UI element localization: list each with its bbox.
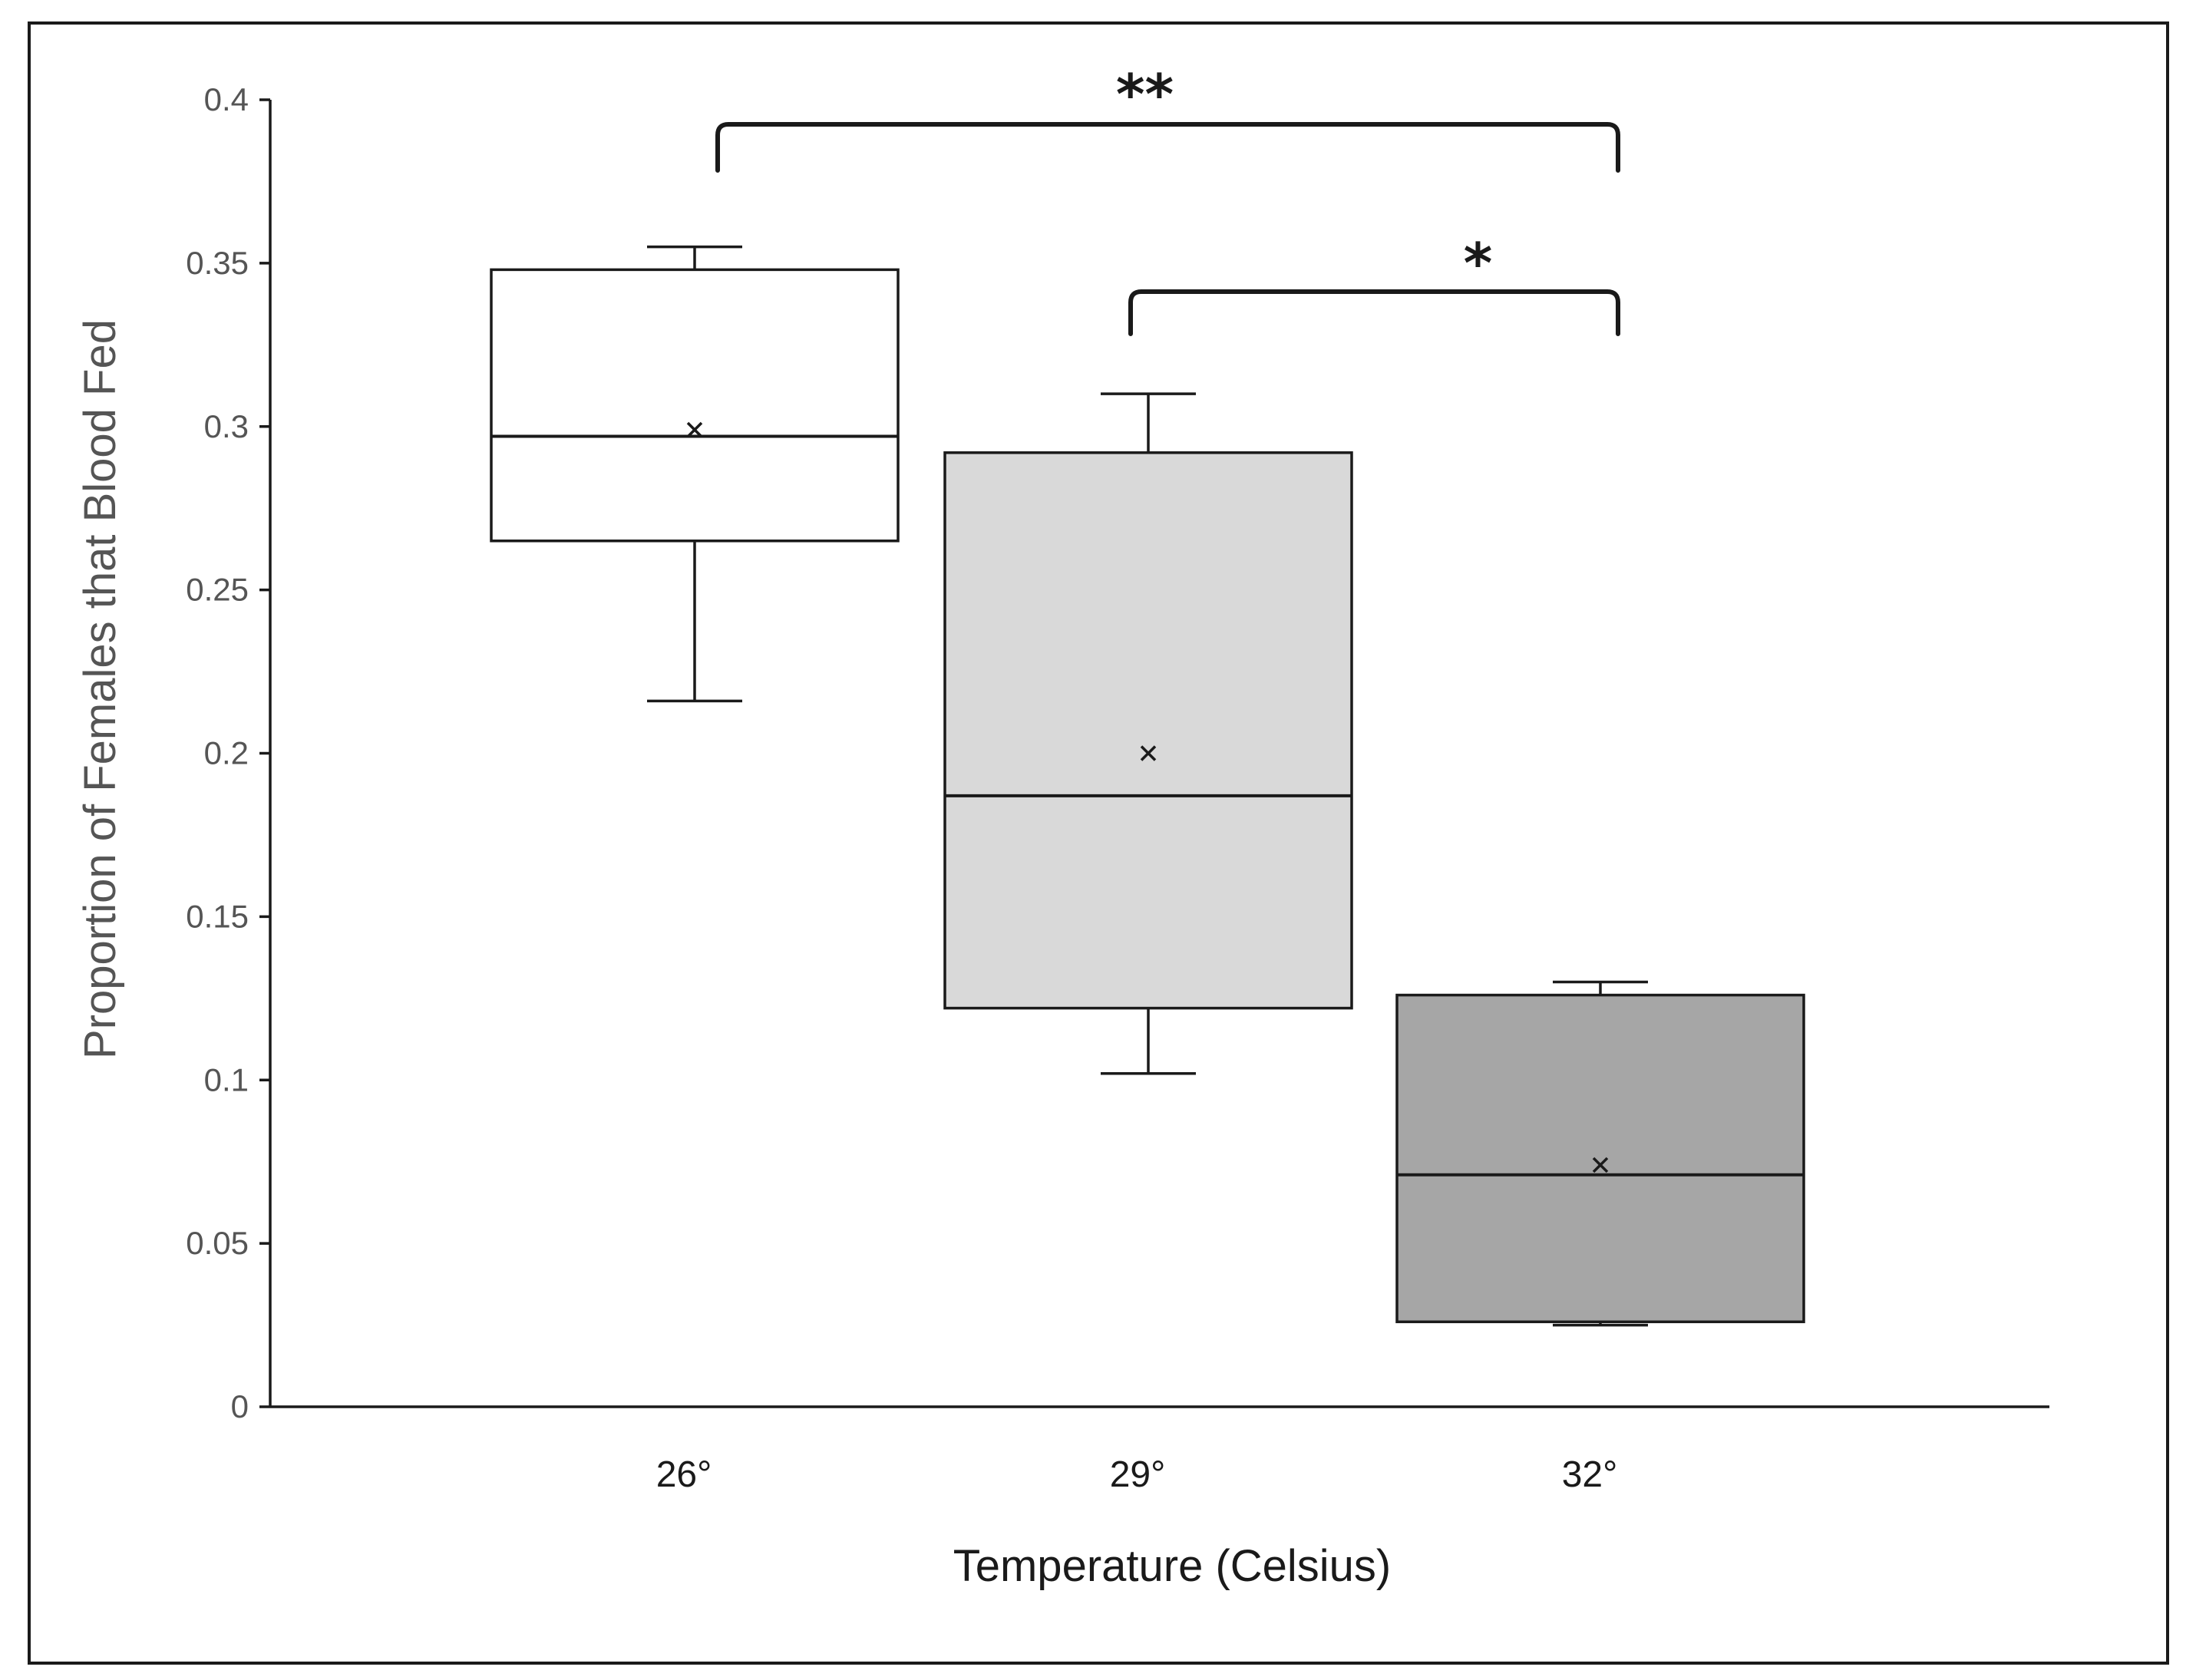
y-tick-label: 0 [231, 1388, 249, 1424]
x-axis-title: Temperature (Celsius) [953, 1541, 1392, 1591]
y-tick-label: 0.25 [186, 572, 249, 608]
y-tick-label: 0.2 [204, 735, 249, 771]
mean-marker [1140, 745, 1157, 761]
x-tick-label: 26° [656, 1454, 712, 1495]
iqr-box [490, 268, 900, 543]
y-axis-title: Proportion of Females that Blood Fed [75, 319, 125, 1059]
x-tick-label: 29° [1110, 1454, 1166, 1495]
iqr-box [943, 451, 1353, 1010]
box-3 [1395, 980, 1805, 1327]
y-tick-label: 0.4 [204, 81, 249, 117]
significance-label: ** [1116, 62, 1174, 127]
significance-bracket [715, 122, 1620, 173]
y-tick-label: 0.15 [186, 898, 249, 934]
y-tick-label: 0.05 [186, 1225, 249, 1261]
mean-marker [686, 421, 703, 438]
box-2 [943, 392, 1353, 1075]
box-series [490, 245, 1805, 1327]
y-axis: 0 0.05 0.1 0.15 0.2 0.25 0.3 0.35 0.4 [186, 81, 272, 1424]
significance-label: * [1464, 231, 1493, 295]
y-tick-label: 0.35 [186, 245, 249, 281]
mean-marker [1592, 1157, 1609, 1173]
significance-bracket [1128, 289, 1620, 336]
x-axis: 26° 29° 32° [270, 1405, 2049, 1495]
significance-brackets: *** [715, 62, 1620, 336]
y-tick-label: 0.3 [204, 408, 249, 444]
iqr-box [1395, 993, 1805, 1324]
y-tick-label: 0.1 [204, 1061, 249, 1097]
x-tick-label: 32° [1562, 1454, 1618, 1495]
box-1 [490, 245, 900, 703]
